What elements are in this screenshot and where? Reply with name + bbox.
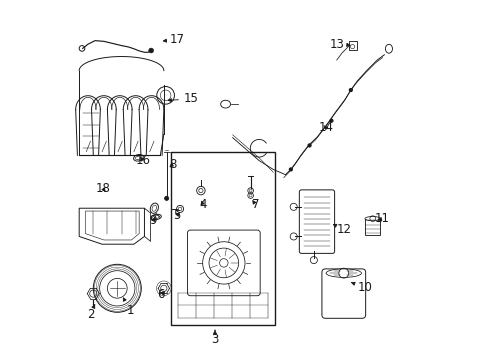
Text: 7: 7 [252,198,259,211]
Text: 11: 11 [375,212,390,225]
Bar [349,41,357,50]
Text: 15: 15 [169,93,199,105]
Bar [171,152,275,325]
Text: 8: 8 [170,158,177,171]
Text: 18: 18 [96,182,111,195]
Circle shape [330,119,333,122]
Text: 2: 2 [87,305,95,320]
Circle shape [349,89,352,91]
Text: 12: 12 [333,223,352,236]
Text: 16: 16 [136,154,151,167]
Text: 13: 13 [330,38,350,51]
Circle shape [220,259,228,267]
Text: 4: 4 [199,198,206,211]
Bar [365,219,380,234]
Text: 17: 17 [163,33,185,46]
Text: 6: 6 [157,288,165,301]
Circle shape [308,144,311,147]
Circle shape [290,168,292,171]
Text: 3: 3 [211,330,219,346]
Ellipse shape [365,216,380,221]
Text: 10: 10 [352,281,372,294]
Text: 9: 9 [149,214,157,227]
Text: 14: 14 [318,121,334,134]
Circle shape [148,48,154,53]
Text: 5: 5 [173,209,181,222]
Circle shape [165,196,169,201]
Text: 1: 1 [123,298,134,317]
Ellipse shape [326,269,362,277]
